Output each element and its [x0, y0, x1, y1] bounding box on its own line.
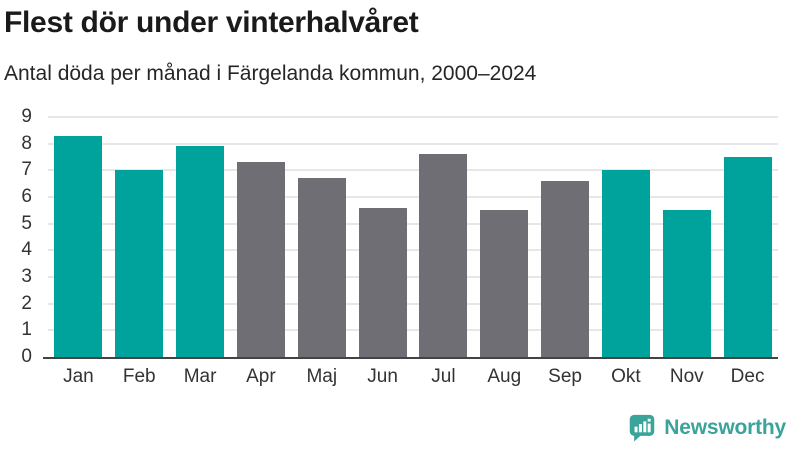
bar-jul: [419, 154, 468, 357]
y-tick-label-7: 7: [21, 159, 32, 181]
gridline-5: [48, 222, 778, 225]
bar-aug: [480, 210, 529, 357]
y-tick-label-2: 2: [21, 292, 32, 314]
bar-okt: [601, 170, 650, 357]
bar-jun: [358, 207, 407, 357]
gridline-8: [48, 142, 778, 145]
y-axis: 0 1 2 3 4 5 6 7 8 9: [0, 106, 38, 367]
bar-mar: [176, 146, 225, 357]
bar-jan: [54, 135, 103, 357]
x-tick-label-aug: Aug: [487, 366, 522, 387]
bar-maj: [297, 178, 346, 357]
gridline-1: [48, 329, 778, 332]
y-tick-label-5: 5: [21, 212, 32, 234]
x-tick-label-nov: Nov: [669, 366, 704, 387]
brand-name: Newsworthy: [664, 415, 786, 439]
x-tick-label-sep: Sep: [548, 366, 582, 387]
gridline-4: [48, 249, 778, 252]
x-tick-label-maj: Maj: [306, 366, 338, 387]
x-tick-label-apr: Apr: [246, 366, 276, 387]
x-tick-label-okt: Okt: [611, 366, 641, 387]
newsworthy-brand: Newsworthy: [628, 413, 786, 442]
x-axis-baseline: [43, 357, 778, 359]
newsworthy-logo-icon: [630, 414, 655, 442]
y-tick-label-9: 9: [21, 106, 32, 127]
x-tick-label-mar: Mar: [183, 366, 217, 387]
bar-apr: [236, 162, 285, 357]
bar-feb: [115, 170, 164, 357]
gridline-9: [48, 116, 778, 118]
bar-dec: [723, 157, 772, 357]
y-tick-label-4: 4: [21, 239, 32, 261]
x-tick-label-jan: Jan: [63, 366, 94, 387]
gridline-3: [48, 276, 778, 279]
chart-subtitle: Antal döda per månad i Färgelanda kommun…: [4, 62, 537, 85]
plot-area: [43, 116, 778, 359]
gridline-7: [48, 169, 778, 172]
y-tick-label-1: 1: [21, 319, 32, 341]
chart-title: Flest dör under vinterhalvåret: [4, 6, 419, 39]
gridline-2: [48, 302, 778, 305]
y-tick-label-3: 3: [21, 265, 32, 287]
x-tick-label-feb: Feb: [122, 366, 156, 387]
x-tick-label-dec: Dec: [730, 366, 765, 387]
gridline-6: [48, 196, 778, 199]
bar-sep: [541, 181, 590, 357]
x-tick-label-jul: Jul: [431, 366, 456, 387]
x-tick-label-jun: Jun: [367, 366, 398, 387]
bar-nov: [662, 210, 711, 357]
x-axis: Jan Feb Mar Apr Maj Jun Jul Aug Sep Okt Nov Dec: [48, 366, 778, 394]
y-tick-label-0: 0: [21, 346, 32, 367]
y-tick-label-6: 6: [21, 185, 32, 207]
y-tick-label-8: 8: [21, 132, 32, 154]
